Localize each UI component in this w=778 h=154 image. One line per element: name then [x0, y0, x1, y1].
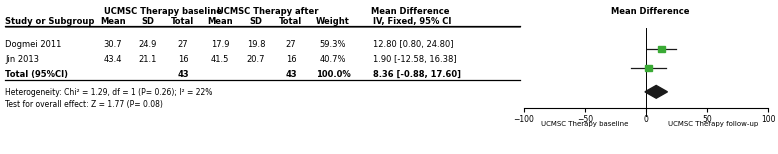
- Text: 16: 16: [286, 55, 296, 64]
- Text: 59.3%: 59.3%: [320, 40, 346, 49]
- Text: 24.9: 24.9: [138, 40, 157, 49]
- Text: Total: Total: [171, 17, 194, 26]
- Text: Heterogeneity: Chi² = 1.29, df = 1 (P= 0.26); I² = 22%: Heterogeneity: Chi² = 1.29, df = 1 (P= 0…: [5, 88, 212, 97]
- Text: 21.1: 21.1: [138, 55, 157, 64]
- Text: Mean: Mean: [207, 17, 233, 26]
- Text: UCMSC Therapy follow-up: UCMSC Therapy follow-up: [668, 121, 759, 127]
- Polygon shape: [645, 85, 668, 98]
- Text: Mean Difference: Mean Difference: [371, 7, 449, 16]
- Text: 41.5: 41.5: [211, 55, 230, 64]
- Text: Total: Total: [279, 17, 303, 26]
- Text: 100.0%: 100.0%: [316, 70, 350, 79]
- Text: 20.7: 20.7: [247, 55, 265, 64]
- Text: Weight: Weight: [316, 17, 350, 26]
- Text: SD: SD: [250, 17, 262, 26]
- Text: Total (95%CI): Total (95%CI): [5, 70, 68, 79]
- Text: Study or Subgroup: Study or Subgroup: [5, 17, 94, 26]
- Text: SD: SD: [142, 17, 155, 26]
- Text: 43.4: 43.4: [103, 55, 122, 64]
- Text: Jin 2013: Jin 2013: [5, 55, 39, 64]
- Bar: [645, 65, 652, 71]
- Text: Dogmei 2011: Dogmei 2011: [5, 40, 61, 49]
- Text: 27: 27: [286, 40, 296, 49]
- Text: 17.9: 17.9: [211, 40, 230, 49]
- Bar: [658, 46, 665, 52]
- Text: 40.7%: 40.7%: [320, 55, 346, 64]
- Text: 43: 43: [177, 70, 189, 79]
- Text: 8.36 [-0.88, 17.60]: 8.36 [-0.88, 17.60]: [373, 70, 461, 79]
- Text: UCMSC Therapy after: UCMSC Therapy after: [217, 7, 319, 16]
- Text: IV, Fixed, 95% CI: IV, Fixed, 95% CI: [373, 17, 451, 26]
- Text: 30.7: 30.7: [103, 40, 122, 49]
- Text: Mean Difference: Mean Difference: [611, 7, 689, 16]
- Text: 43: 43: [286, 70, 297, 79]
- Text: Mean: Mean: [100, 17, 126, 26]
- Text: Test for overall effect: Z = 1.77 (P= 0.08): Test for overall effect: Z = 1.77 (P= 0.…: [5, 100, 163, 109]
- Text: UCMSC Therapy baseline: UCMSC Therapy baseline: [541, 121, 629, 127]
- Text: 1.90 [-12.58, 16.38]: 1.90 [-12.58, 16.38]: [373, 55, 457, 64]
- Text: 19.8: 19.8: [247, 40, 265, 49]
- Text: 16: 16: [177, 55, 188, 64]
- Text: UCMSC Therapy baseline: UCMSC Therapy baseline: [104, 7, 222, 16]
- Text: 12.80 [0.80, 24.80]: 12.80 [0.80, 24.80]: [373, 40, 454, 49]
- Text: 27: 27: [177, 40, 188, 49]
